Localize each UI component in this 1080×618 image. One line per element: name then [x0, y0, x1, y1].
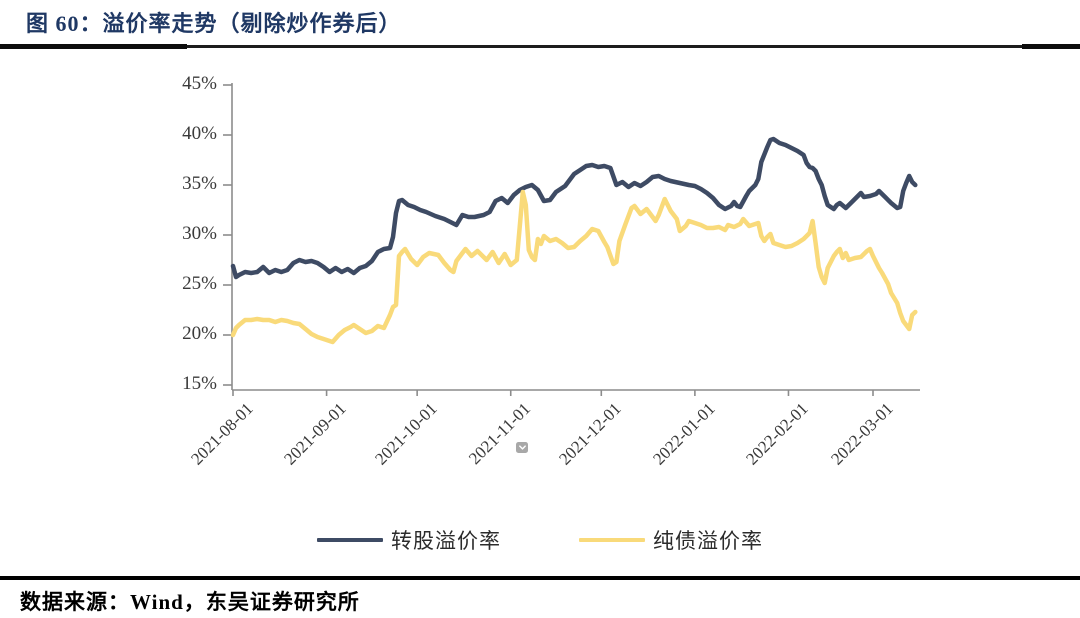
chart-legend: 转股溢价率 纯债溢价率 — [0, 524, 1080, 556]
title-divider-right-accent — [1022, 44, 1080, 49]
footer-divider — [0, 576, 1080, 580]
title-divider-left-accent — [0, 44, 187, 49]
legend-label-pure-bond-premium: 纯债溢价率 — [653, 529, 763, 553]
legend-line-swatch-yellow — [579, 538, 645, 542]
series-纯债溢价率 — [230, 189, 918, 345]
chevron-down-icon — [518, 445, 526, 450]
collapse-chevron-icon[interactable] — [516, 442, 528, 453]
legend-item-conversion-premium: 转股溢价率 — [317, 525, 501, 555]
figure-title: 图 60：溢价率走势（剔除炒作券后） — [26, 11, 402, 36]
legend-item-pure-bond-premium: 纯债溢价率 — [579, 525, 763, 555]
series-转股溢价率 — [230, 136, 918, 280]
data-source: 数据来源：Wind，东吴证券研究所 — [20, 590, 360, 614]
legend-line-swatch-navy — [317, 538, 383, 542]
title-divider — [0, 44, 1080, 49]
legend-label-conversion-premium: 转股溢价率 — [391, 529, 501, 553]
